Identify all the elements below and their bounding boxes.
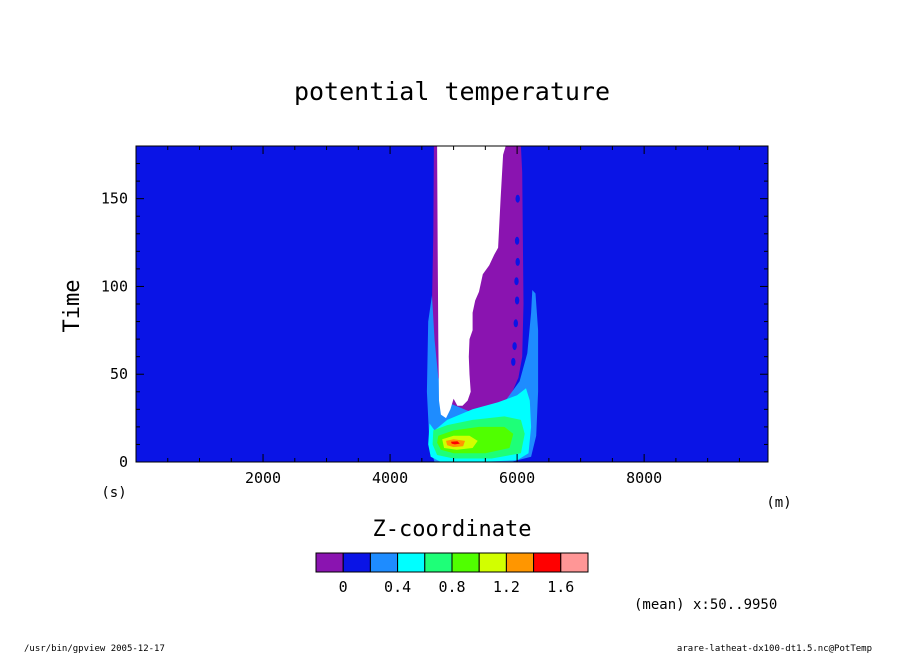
y-tick-label: 0: [119, 453, 128, 471]
plot-area: 2000 4000 6000 8000 0 50 100 150: [101, 145, 769, 487]
colorbar-label: 0.8: [438, 578, 465, 596]
colorbar-swatch: [560, 552, 589, 573]
colorbar-swatch: [342, 552, 371, 573]
colorbar-swatch: [397, 552, 426, 573]
x-tick-label: 6000: [499, 469, 535, 487]
plume-dot: [514, 296, 520, 305]
region-white-core: [437, 146, 506, 419]
colorbar-swatch: [451, 552, 480, 573]
colorbar-label: 0.4: [384, 578, 411, 596]
plume-dot: [514, 236, 520, 245]
plume-dot: [514, 277, 519, 286]
y-axis-label: Time: [60, 280, 85, 333]
colorbar-label: 1.2: [493, 578, 520, 596]
y-tick-label: 50: [110, 365, 128, 383]
colorbar-swatch: [369, 552, 399, 573]
y-axis-unit: (s): [101, 485, 126, 501]
plume-dot: [511, 357, 516, 366]
plume-dot: [513, 319, 518, 328]
colorbar-swatch: [424, 552, 453, 573]
colorbar: 0 0.4 0.8 1.2 1.6: [315, 552, 589, 596]
colorbar-swatch: [505, 552, 535, 573]
footer-right: arare-latheat-dx100-dt1.5.nc@PotTemp: [677, 644, 872, 654]
colorbar-swatch: [315, 552, 344, 573]
plume-dot: [512, 342, 517, 351]
colorbar-label: 0: [339, 578, 348, 596]
x-tick-label: 4000: [372, 469, 408, 487]
y-tick-label: 150: [101, 190, 128, 208]
colorbar-label: 1.6: [547, 578, 574, 596]
plume-dot: [515, 257, 520, 266]
x-tick-label: 8000: [626, 469, 662, 487]
x-tick-label: 2000: [245, 469, 281, 487]
mean-note: (mean) x:50..9950: [634, 597, 777, 613]
plume-dot: [515, 194, 520, 203]
x-axis-label: Z-coordinate: [373, 517, 532, 542]
y-tick-label: 100: [101, 277, 128, 295]
colorbar-swatch: [478, 552, 507, 573]
region-red-zone: [451, 441, 460, 445]
footer-left: /usr/bin/gpview 2005-12-17: [24, 644, 165, 654]
colorbar-swatch: [533, 552, 562, 573]
chart-title: potential temperature: [294, 77, 610, 106]
x-axis-unit: (m): [766, 495, 791, 511]
